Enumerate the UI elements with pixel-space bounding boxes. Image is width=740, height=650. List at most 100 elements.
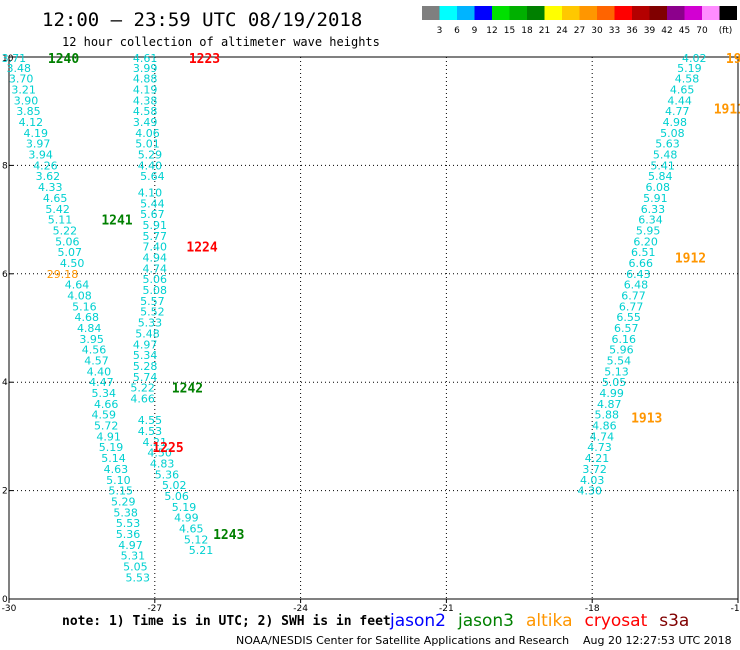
swh-value: 6.33 bbox=[641, 203, 666, 216]
swh-value: 4.97 bbox=[118, 539, 143, 552]
swh-value: 4.19 bbox=[133, 84, 158, 97]
swh-value: 3.21 bbox=[11, 84, 36, 97]
swh-value: 5.21 bbox=[189, 544, 214, 557]
swh-value: 4.21 bbox=[143, 436, 168, 449]
swh-value: 4.74 bbox=[590, 430, 615, 443]
swh-value: 4.50 bbox=[147, 447, 172, 460]
swh-value: 5.72 bbox=[94, 420, 119, 433]
swh-value: 5.10 bbox=[106, 474, 131, 487]
colorbar-label: 27 bbox=[574, 26, 585, 36]
swh-value: 3.95 bbox=[79, 333, 104, 346]
swh-value: 6.48 bbox=[624, 279, 649, 292]
swh-value: 5.48 bbox=[135, 327, 160, 340]
swh-value: 3.70 bbox=[9, 73, 34, 86]
swh-value: 4.08 bbox=[67, 289, 92, 302]
swh-value: 4.65 bbox=[43, 192, 68, 205]
swh-value: 5.34 bbox=[92, 387, 117, 400]
swh-value: 6.55 bbox=[616, 311, 641, 324]
colorbar-label: (ft) bbox=[719, 26, 733, 36]
y-tick-label: 2 bbox=[2, 487, 8, 497]
swh-value: 5.34 bbox=[133, 349, 158, 362]
colorbar-swatch bbox=[632, 6, 650, 20]
colorbar-label: 45 bbox=[679, 26, 690, 36]
swh-value: 4.47 bbox=[89, 376, 114, 389]
swh-value: 29.18 bbox=[47, 268, 79, 281]
colorbar-label: 33 bbox=[609, 26, 620, 36]
swh-value: 3.72 bbox=[582, 463, 607, 476]
colorbar-label: 30 bbox=[591, 26, 603, 36]
colorbar-label: 36 bbox=[626, 26, 638, 36]
swh-value: 6.34 bbox=[638, 214, 663, 227]
swh-value: 4.91 bbox=[96, 430, 121, 443]
x-tick-label: -24 bbox=[293, 604, 308, 614]
x-tick-label: -18 bbox=[585, 604, 600, 614]
colorbar-swatch bbox=[649, 6, 667, 20]
colorbar-label: 18 bbox=[521, 26, 533, 36]
swh-value: 5.07 bbox=[58, 246, 83, 259]
swh-value: 4.50 bbox=[60, 257, 85, 270]
swh-value: 4.66 bbox=[94, 398, 119, 411]
swh-value: 4.65 bbox=[179, 523, 204, 536]
pass-label: 1910 bbox=[726, 52, 740, 67]
colorbar-label: 6 bbox=[454, 26, 460, 36]
mission-legend: jason2 jason3 altika cryosat s3a bbox=[389, 611, 689, 631]
swh-value: 5.08 bbox=[660, 127, 685, 140]
swh-value: 5.52 bbox=[140, 306, 165, 319]
swh-value: 5.06 bbox=[164, 490, 189, 503]
swh-value: 6.51 bbox=[631, 246, 656, 259]
swh-value: 4.53 bbox=[138, 425, 163, 438]
colorbar-label: 9 bbox=[472, 26, 478, 36]
swh-value: 4.88 bbox=[133, 73, 158, 86]
swh-value: 4.44 bbox=[667, 94, 692, 107]
x-tick-label: -27 bbox=[147, 604, 162, 614]
colorbar-swatch bbox=[579, 6, 597, 20]
swh-value: 5.22 bbox=[53, 224, 78, 237]
swh-value: 5.36 bbox=[116, 528, 141, 541]
swh-value: 3.71 bbox=[2, 52, 27, 65]
colorbar-swatch bbox=[667, 6, 685, 20]
swh-value: 3.94 bbox=[28, 149, 53, 162]
swh-value: 4.33 bbox=[38, 181, 63, 194]
swh-value: 5.41 bbox=[650, 159, 675, 172]
swh-value: 4.56 bbox=[82, 344, 107, 357]
swh-value: 5.88 bbox=[595, 409, 620, 422]
swh-value: 5.44 bbox=[140, 197, 165, 210]
swh-value: 4.57 bbox=[84, 355, 109, 368]
pass-label: 1243 bbox=[213, 528, 244, 543]
swh-value: 4.87 bbox=[597, 398, 622, 411]
timestamp-text: Aug 20 12:27:53 UTC 2018 bbox=[583, 634, 732, 647]
swh-value: 5.16 bbox=[72, 300, 97, 313]
colorbar-label: 3 bbox=[437, 26, 443, 36]
swh-value: 5.96 bbox=[609, 344, 634, 357]
y-tick-label: 10 bbox=[2, 54, 14, 64]
swh-value: 5.22 bbox=[130, 382, 155, 395]
pass-label: 1223 bbox=[189, 52, 220, 67]
swh-value: 4.68 bbox=[75, 311, 100, 324]
swh-value: 5.29 bbox=[111, 495, 136, 508]
swh-value: 5.53 bbox=[126, 571, 151, 584]
colorbar-swatch bbox=[702, 6, 720, 20]
swh-value: 5.28 bbox=[133, 360, 158, 373]
swh-value: 7.40 bbox=[143, 241, 168, 254]
swh-value: 5.14 bbox=[101, 452, 126, 465]
colorbar-swatch bbox=[544, 6, 562, 20]
legend-item-jason2: jason2 bbox=[389, 611, 446, 631]
swh-value: 4.40 bbox=[138, 159, 163, 172]
swh-value: 5.91 bbox=[143, 219, 168, 232]
swh-value: 4.30 bbox=[578, 485, 603, 498]
swh-value: 4.94 bbox=[143, 252, 168, 265]
swh-value: 5.57 bbox=[140, 295, 165, 308]
swh-value: 5.29 bbox=[138, 149, 163, 162]
swh-value: 5.12 bbox=[184, 533, 209, 546]
swh-value: 4.06 bbox=[135, 127, 160, 140]
swh-value: 6.08 bbox=[646, 181, 671, 194]
swh-value: 4.10 bbox=[138, 187, 163, 200]
swh-value: 5.36 bbox=[155, 468, 180, 481]
pass-label: 1913 bbox=[631, 411, 662, 426]
swh-value: 5.31 bbox=[121, 550, 146, 563]
swh-value: 4.58 bbox=[133, 105, 158, 118]
colorbar-swatch bbox=[509, 6, 527, 20]
y-tick-label: 0 bbox=[2, 595, 8, 605]
colorbar-label: 15 bbox=[504, 26, 515, 36]
